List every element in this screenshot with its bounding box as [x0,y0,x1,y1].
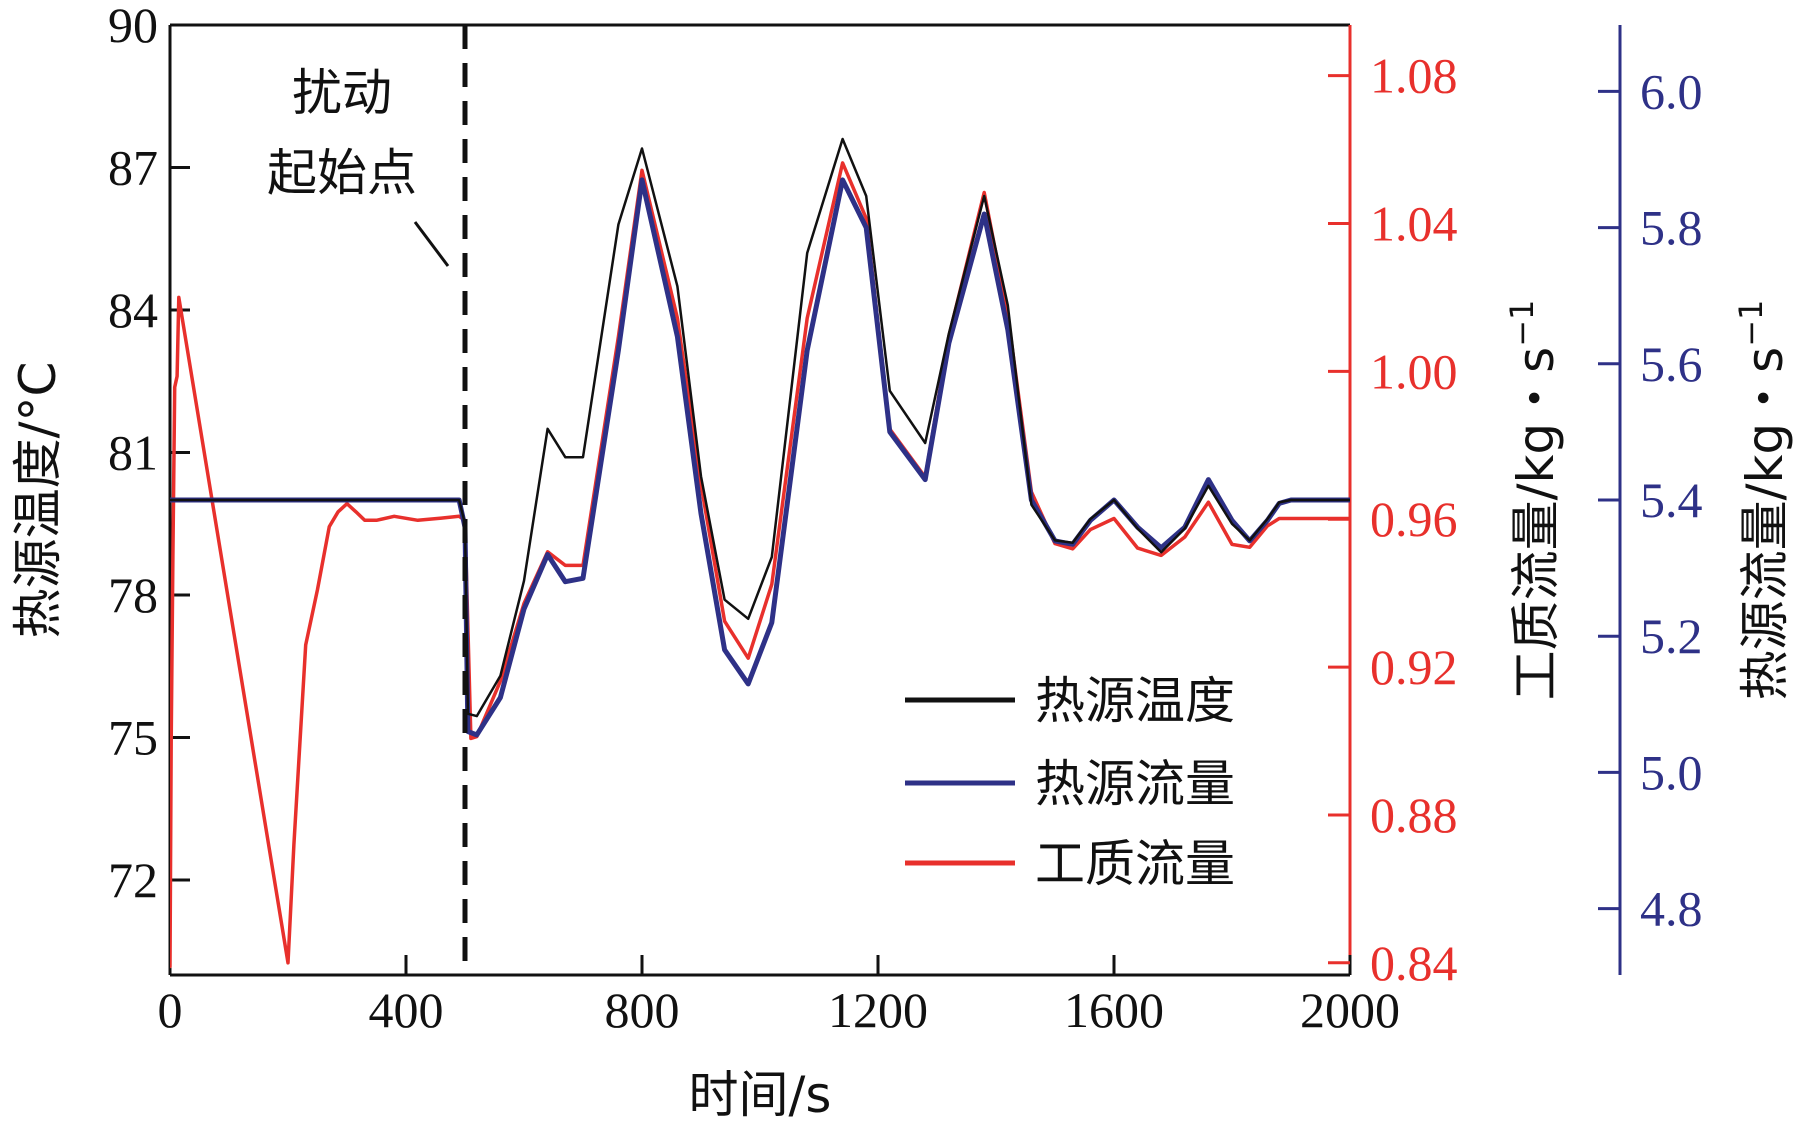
left-tick-label: 84 [108,282,158,338]
right2-axis-title: 热源流量/kg・s−1 [1732,300,1794,701]
right1-axis-title-text: 工质流量/kg・s [1507,347,1565,701]
left-tick-label: 75 [108,710,158,766]
right2-tick-label: 5.6 [1640,336,1703,392]
annotation-leader-line [413,221,450,267]
series-layer [170,137,1350,969]
x-tick-label: 2000 [1300,982,1400,1038]
annotation-layer: 扰动 起始点 [267,25,468,975]
right1-tick-label: 1.04 [1370,196,1458,252]
annotation-text-line-2: 起始点 [267,144,417,202]
right2-tick-label: 4.8 [1640,881,1703,937]
right2-tick-label: 5.4 [1640,472,1703,528]
x-tick-label: 0 [158,982,183,1038]
x-tick-label: 800 [605,982,680,1038]
right1-tick-label: 1.00 [1370,343,1458,399]
legend-label-heat-source-temperature: 热源温度 [1035,672,1235,730]
legend: 热源温度 热源流量 工质流量 [905,672,1235,893]
annotation-text-line-1: 扰动 [292,64,392,122]
x-tick-label: 400 [369,982,444,1038]
left-tick-label: 78 [108,567,158,623]
right2-tick-label: 6.0 [1640,63,1703,119]
right1-tick-label: 0.96 [1370,491,1458,547]
left-tick-label: 90 [108,0,158,53]
right2-axis-title-text: 热源流量/kg・s [1736,347,1794,701]
right1-tick-label: 0.88 [1370,787,1458,843]
left-tick-label: 72 [108,852,158,908]
series-line-1 [170,177,1350,738]
right1-tick-label: 1.08 [1370,48,1458,104]
right1-axis-title: 工质流量/kg・s−1 [1503,300,1565,701]
x-axis-title: 时间/s [689,1066,832,1122]
right1-axis-title-exponent: −1 [1503,300,1541,347]
legend-label-heat-source-flow: 热源流量 [1035,755,1235,813]
right1-tick-label: 0.92 [1370,639,1458,695]
right2-tick-label: 5.8 [1640,200,1703,256]
right1-tick-label: 0.84 [1370,935,1458,991]
left-axis-title: 热源温度/°C [9,362,67,639]
x-tick-label: 1600 [1064,982,1164,1038]
legend-label-working-fluid-flow: 工质流量 [1035,835,1235,893]
left-tick-label: 81 [108,425,158,481]
right2-axis-title-exponent: −1 [1732,300,1770,347]
series-line-2 [170,137,1350,718]
x-tick-label: 1200 [828,982,928,1038]
axes-layer: 0 400 800 1200 1600 2000 72 75 78 81 84 87 90 0.84 0.8… [108,0,1703,1038]
left-tick-label: 87 [108,140,158,196]
right2-tick-label: 5.0 [1640,744,1703,800]
right2-tick-label: 5.2 [1640,608,1703,664]
